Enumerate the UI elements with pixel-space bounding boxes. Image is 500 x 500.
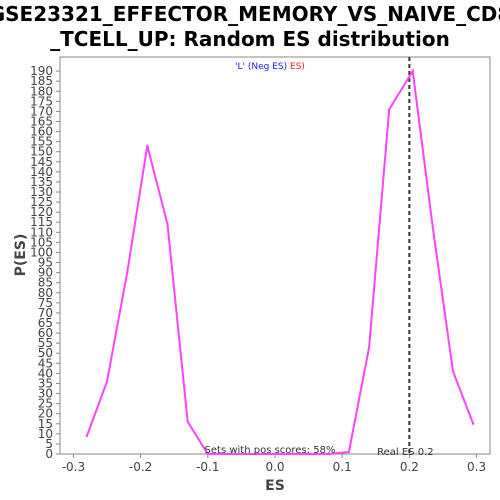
x-tick-label: 0.0 — [265, 460, 284, 474]
y-tick-label: 0 — [45, 447, 53, 461]
data-point — [388, 108, 391, 111]
y-tick-label: 5 — [45, 437, 53, 451]
y-tick-label: 165 — [30, 114, 53, 128]
legend-neg-es: 'L' (Neg ES) — [235, 62, 287, 72]
y-tick-label: 175 — [30, 94, 53, 108]
y-tick-label: 55 — [38, 336, 53, 350]
data-point — [85, 434, 89, 438]
x-axis-label: ES — [265, 478, 285, 494]
y-tick-label: 75 — [38, 296, 53, 310]
y-tick-label: 70 — [38, 306, 53, 320]
chart-title-line2: _TCELL_UP: Random ES distribution — [50, 27, 450, 51]
y-tick-label: 170 — [30, 104, 53, 118]
y-tick-label: 95 — [38, 256, 53, 270]
x-tick-label: 0.1 — [333, 460, 352, 474]
data-point — [267, 452, 270, 456]
data-point — [327, 452, 330, 456]
y-axis-ticks: 0510152025303540455055606570758085909510… — [30, 64, 60, 461]
data-point — [472, 422, 475, 425]
y-tick-label: 190 — [30, 64, 53, 78]
y-tick-label: 90 — [38, 266, 53, 280]
y-tick-label: 185 — [30, 74, 53, 88]
data-point — [166, 223, 169, 226]
y-tick-label: 65 — [38, 316, 53, 330]
data-point — [367, 345, 371, 349]
chart-title-line1: GSE23321_EFFECTOR_MEMORY_VS_NAIVE_CD8 — [0, 2, 500, 26]
data-point — [125, 271, 129, 274]
y-tick-label: 115 — [30, 215, 53, 229]
data-point — [411, 69, 414, 73]
y-tick-label: 145 — [30, 155, 53, 169]
y-tick-label: 80 — [38, 286, 53, 300]
y-tick-label: 60 — [38, 326, 53, 340]
y-axis-label: P(ES) — [13, 234, 29, 277]
data-point — [146, 144, 149, 147]
y-tick-label: 105 — [30, 235, 53, 249]
y-tick-label: 10 — [38, 427, 53, 441]
y-tick-label: 130 — [30, 185, 53, 199]
data-point — [431, 227, 435, 230]
y-tick-label: 125 — [30, 195, 53, 209]
y-tick-label: 20 — [38, 407, 53, 421]
y-tick-label: 85 — [38, 276, 53, 290]
plot-area — [59, 56, 491, 455]
data-point — [186, 420, 189, 423]
y-tick-label: 35 — [38, 376, 53, 390]
x-tick-label: 0.2 — [400, 460, 419, 474]
x-tick-label: 0.3 — [467, 460, 486, 474]
y-tick-label: 160 — [30, 125, 53, 139]
x-axis-ticks: -0.3 -0.2 -0.1 0.0 0.1 0.2 0.3 — [62, 454, 486, 474]
legend: 'L' (Neg ES) ES) — [235, 62, 305, 72]
y-tick-label: 135 — [30, 175, 53, 189]
y-tick-label: 100 — [30, 245, 53, 259]
y-tick-label: 150 — [30, 145, 53, 159]
y-tick-label: 15 — [38, 417, 53, 431]
y-tick-label: 110 — [30, 225, 53, 239]
y-tick-label: 25 — [38, 397, 53, 411]
x-tick-label: -0.3 — [62, 460, 85, 474]
x-tick-label: -0.1 — [196, 460, 219, 474]
legend-es: ES) — [290, 62, 305, 72]
data-point — [246, 452, 250, 456]
data-point — [347, 450, 351, 454]
y-tick-label: 45 — [38, 356, 53, 370]
data-point — [451, 370, 455, 373]
x-tick-label: -0.2 — [129, 460, 152, 474]
y-tick-label: 120 — [30, 205, 53, 219]
y-tick-label: 40 — [38, 366, 53, 380]
pos-scores-annotation: Sets with pos scores: 58% — [205, 445, 336, 456]
random-es-series-points — [85, 69, 475, 456]
real-es-annotation: Real ES 0.2 — [377, 447, 433, 458]
data-point — [307, 452, 310, 456]
y-tick-label: 50 — [38, 346, 53, 360]
data-point — [105, 380, 109, 383]
random-es-series-line — [85, 68, 475, 455]
y-tick-label: 180 — [30, 84, 53, 98]
data-point — [226, 452, 230, 456]
y-tick-label: 155 — [30, 135, 53, 149]
data-point — [287, 452, 290, 456]
y-tick-label: 140 — [30, 165, 53, 179]
data-point — [206, 452, 210, 456]
y-tick-label: 30 — [38, 387, 53, 401]
